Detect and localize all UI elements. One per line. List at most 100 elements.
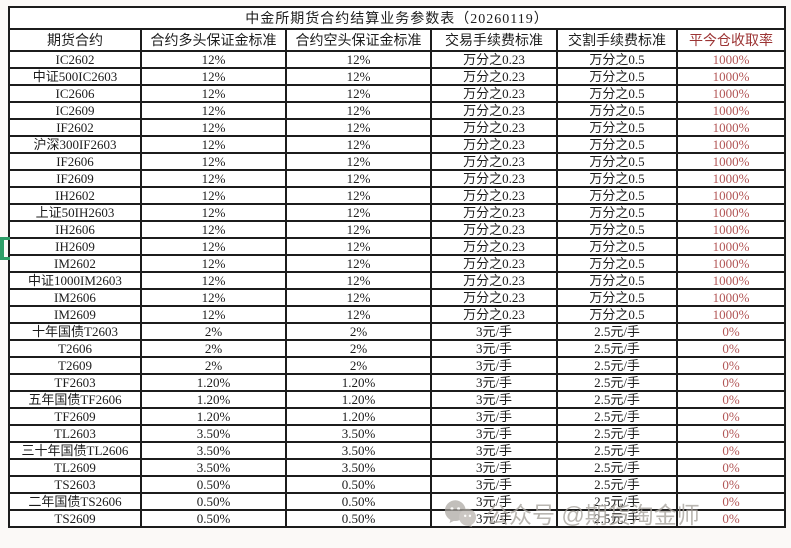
contract-cell[interactable]: 三十年国债TL2606	[8, 441, 142, 460]
short-margin-cell[interactable]: 12%	[285, 237, 432, 256]
short-margin-cell[interactable]: 3.50%	[285, 424, 432, 443]
contract-cell[interactable]: TF2609	[8, 407, 142, 426]
column-header-trade-fee[interactable]: 交易手续费标准	[430, 28, 558, 52]
long-margin-cell[interactable]: 1.20%	[140, 407, 287, 426]
delivery-fee-cell[interactable]: 2.5元/手	[556, 492, 678, 511]
column-header-delivery-fee[interactable]: 交割手续费标准	[556, 28, 678, 52]
contract-cell[interactable]: IF2609	[8, 169, 142, 188]
short-margin-cell[interactable]: 12%	[285, 305, 432, 324]
contract-cell[interactable]: 十年国债T2603	[8, 322, 142, 341]
delivery-fee-cell[interactable]: 2.5元/手	[556, 322, 678, 341]
contract-cell[interactable]: IM2602	[8, 254, 142, 273]
delivery-fee-cell[interactable]: 万分之0.5	[556, 101, 678, 120]
contract-cell[interactable]: IH2606	[8, 220, 142, 239]
contract-cell[interactable]: IF2606	[8, 152, 142, 171]
trade-fee-cell[interactable]: 万分之0.23	[430, 203, 558, 222]
close-today-rate-cell[interactable]: 1000%	[675, 305, 787, 324]
close-today-rate-cell[interactable]: 1000%	[675, 186, 787, 205]
long-margin-cell[interactable]: 12%	[140, 135, 287, 154]
short-margin-cell[interactable]: 0.50%	[285, 509, 432, 528]
trade-fee-cell[interactable]: 万分之0.23	[430, 254, 558, 273]
close-today-rate-cell[interactable]: 1000%	[675, 67, 787, 86]
long-margin-cell[interactable]: 3.50%	[140, 458, 287, 477]
trade-fee-cell[interactable]: 3元/手	[430, 492, 558, 511]
long-margin-cell[interactable]: 12%	[140, 237, 287, 256]
contract-cell[interactable]: IC2606	[8, 84, 142, 103]
trade-fee-cell[interactable]: 万分之0.23	[430, 288, 558, 307]
close-today-rate-cell[interactable]: 1000%	[675, 220, 787, 239]
column-header-close-today-rate[interactable]: 平今仓收取率	[675, 28, 787, 52]
long-margin-cell[interactable]: 12%	[140, 288, 287, 307]
trade-fee-cell[interactable]: 万分之0.23	[430, 186, 558, 205]
short-margin-cell[interactable]: 12%	[285, 118, 432, 137]
trade-fee-cell[interactable]: 万分之0.23	[430, 152, 558, 171]
column-header-contract[interactable]: 期货合约	[8, 28, 142, 52]
delivery-fee-cell[interactable]: 2.5元/手	[556, 339, 678, 358]
trade-fee-cell[interactable]: 3元/手	[430, 356, 558, 375]
trade-fee-cell[interactable]: 3元/手	[430, 390, 558, 409]
close-today-rate-cell[interactable]: 1000%	[675, 203, 787, 222]
delivery-fee-cell[interactable]: 万分之0.5	[556, 152, 678, 171]
trade-fee-cell[interactable]: 万分之0.23	[430, 135, 558, 154]
trade-fee-cell[interactable]: 3元/手	[430, 407, 558, 426]
trade-fee-cell[interactable]: 万分之0.23	[430, 220, 558, 239]
short-margin-cell[interactable]: 12%	[285, 203, 432, 222]
long-margin-cell[interactable]: 12%	[140, 101, 287, 120]
long-margin-cell[interactable]: 12%	[140, 186, 287, 205]
contract-cell[interactable]: TF2603	[8, 373, 142, 392]
delivery-fee-cell[interactable]: 万分之0.5	[556, 254, 678, 273]
short-margin-cell[interactable]: 12%	[285, 254, 432, 273]
long-margin-cell[interactable]: 1.20%	[140, 373, 287, 392]
delivery-fee-cell[interactable]: 2.5元/手	[556, 356, 678, 375]
delivery-fee-cell[interactable]: 万分之0.5	[556, 118, 678, 137]
short-margin-cell[interactable]: 12%	[285, 67, 432, 86]
page-title[interactable]: 中金所期货合约结算业务参数表（20260119）	[7, 6, 787, 30]
delivery-fee-cell[interactable]: 万分之0.5	[556, 186, 678, 205]
delivery-fee-cell[interactable]: 2.5元/手	[556, 509, 678, 528]
short-margin-cell[interactable]: 1.20%	[285, 373, 432, 392]
short-margin-cell[interactable]: 2%	[285, 339, 432, 358]
column-header-short-margin[interactable]: 合约空头保证金标准	[285, 28, 432, 52]
trade-fee-cell[interactable]: 3元/手	[430, 441, 558, 460]
close-today-rate-cell[interactable]: 0%	[675, 441, 787, 460]
contract-cell[interactable]: T2606	[8, 339, 142, 358]
close-today-rate-cell[interactable]: 0%	[675, 492, 787, 511]
short-margin-cell[interactable]: 3.50%	[285, 458, 432, 477]
trade-fee-cell[interactable]: 3元/手	[430, 322, 558, 341]
contract-cell[interactable]: TS2609	[8, 509, 142, 528]
contract-cell[interactable]: TS2603	[8, 475, 142, 494]
trade-fee-cell[interactable]: 万分之0.23	[430, 169, 558, 188]
trade-fee-cell[interactable]: 万分之0.23	[430, 271, 558, 290]
close-today-rate-cell[interactable]: 0%	[675, 458, 787, 477]
delivery-fee-cell[interactable]: 万分之0.5	[556, 67, 678, 86]
short-margin-cell[interactable]: 0.50%	[285, 492, 432, 511]
long-margin-cell[interactable]: 12%	[140, 305, 287, 324]
contract-cell[interactable]: TL2603	[8, 424, 142, 443]
close-today-rate-cell[interactable]: 0%	[675, 339, 787, 358]
long-margin-cell[interactable]: 12%	[140, 254, 287, 273]
contract-cell[interactable]: TL2609	[8, 458, 142, 477]
delivery-fee-cell[interactable]: 万分之0.5	[556, 220, 678, 239]
close-today-rate-cell[interactable]: 1000%	[675, 169, 787, 188]
long-margin-cell[interactable]: 12%	[140, 84, 287, 103]
long-margin-cell[interactable]: 2%	[140, 356, 287, 375]
short-margin-cell[interactable]: 12%	[285, 169, 432, 188]
contract-cell[interactable]: IF2602	[8, 118, 142, 137]
close-today-rate-cell[interactable]: 0%	[675, 424, 787, 443]
delivery-fee-cell[interactable]: 2.5元/手	[556, 441, 678, 460]
contract-cell[interactable]: 中证1000IM2603	[8, 271, 142, 290]
long-margin-cell[interactable]: 0.50%	[140, 509, 287, 528]
contract-cell[interactable]: 沪深300IF2603	[8, 135, 142, 154]
trade-fee-cell[interactable]: 万分之0.23	[430, 101, 558, 120]
close-today-rate-cell[interactable]: 1000%	[675, 101, 787, 120]
short-margin-cell[interactable]: 3.50%	[285, 441, 432, 460]
short-margin-cell[interactable]: 0.50%	[285, 475, 432, 494]
trade-fee-cell[interactable]: 万分之0.23	[430, 50, 558, 69]
short-margin-cell[interactable]: 12%	[285, 152, 432, 171]
contract-cell[interactable]: 中证500IC2603	[8, 67, 142, 86]
contract-cell[interactable]: IH2609	[8, 237, 142, 256]
long-margin-cell[interactable]: 12%	[140, 50, 287, 69]
long-margin-cell[interactable]: 12%	[140, 203, 287, 222]
trade-fee-cell[interactable]: 3元/手	[430, 475, 558, 494]
delivery-fee-cell[interactable]: 万分之0.5	[556, 271, 678, 290]
